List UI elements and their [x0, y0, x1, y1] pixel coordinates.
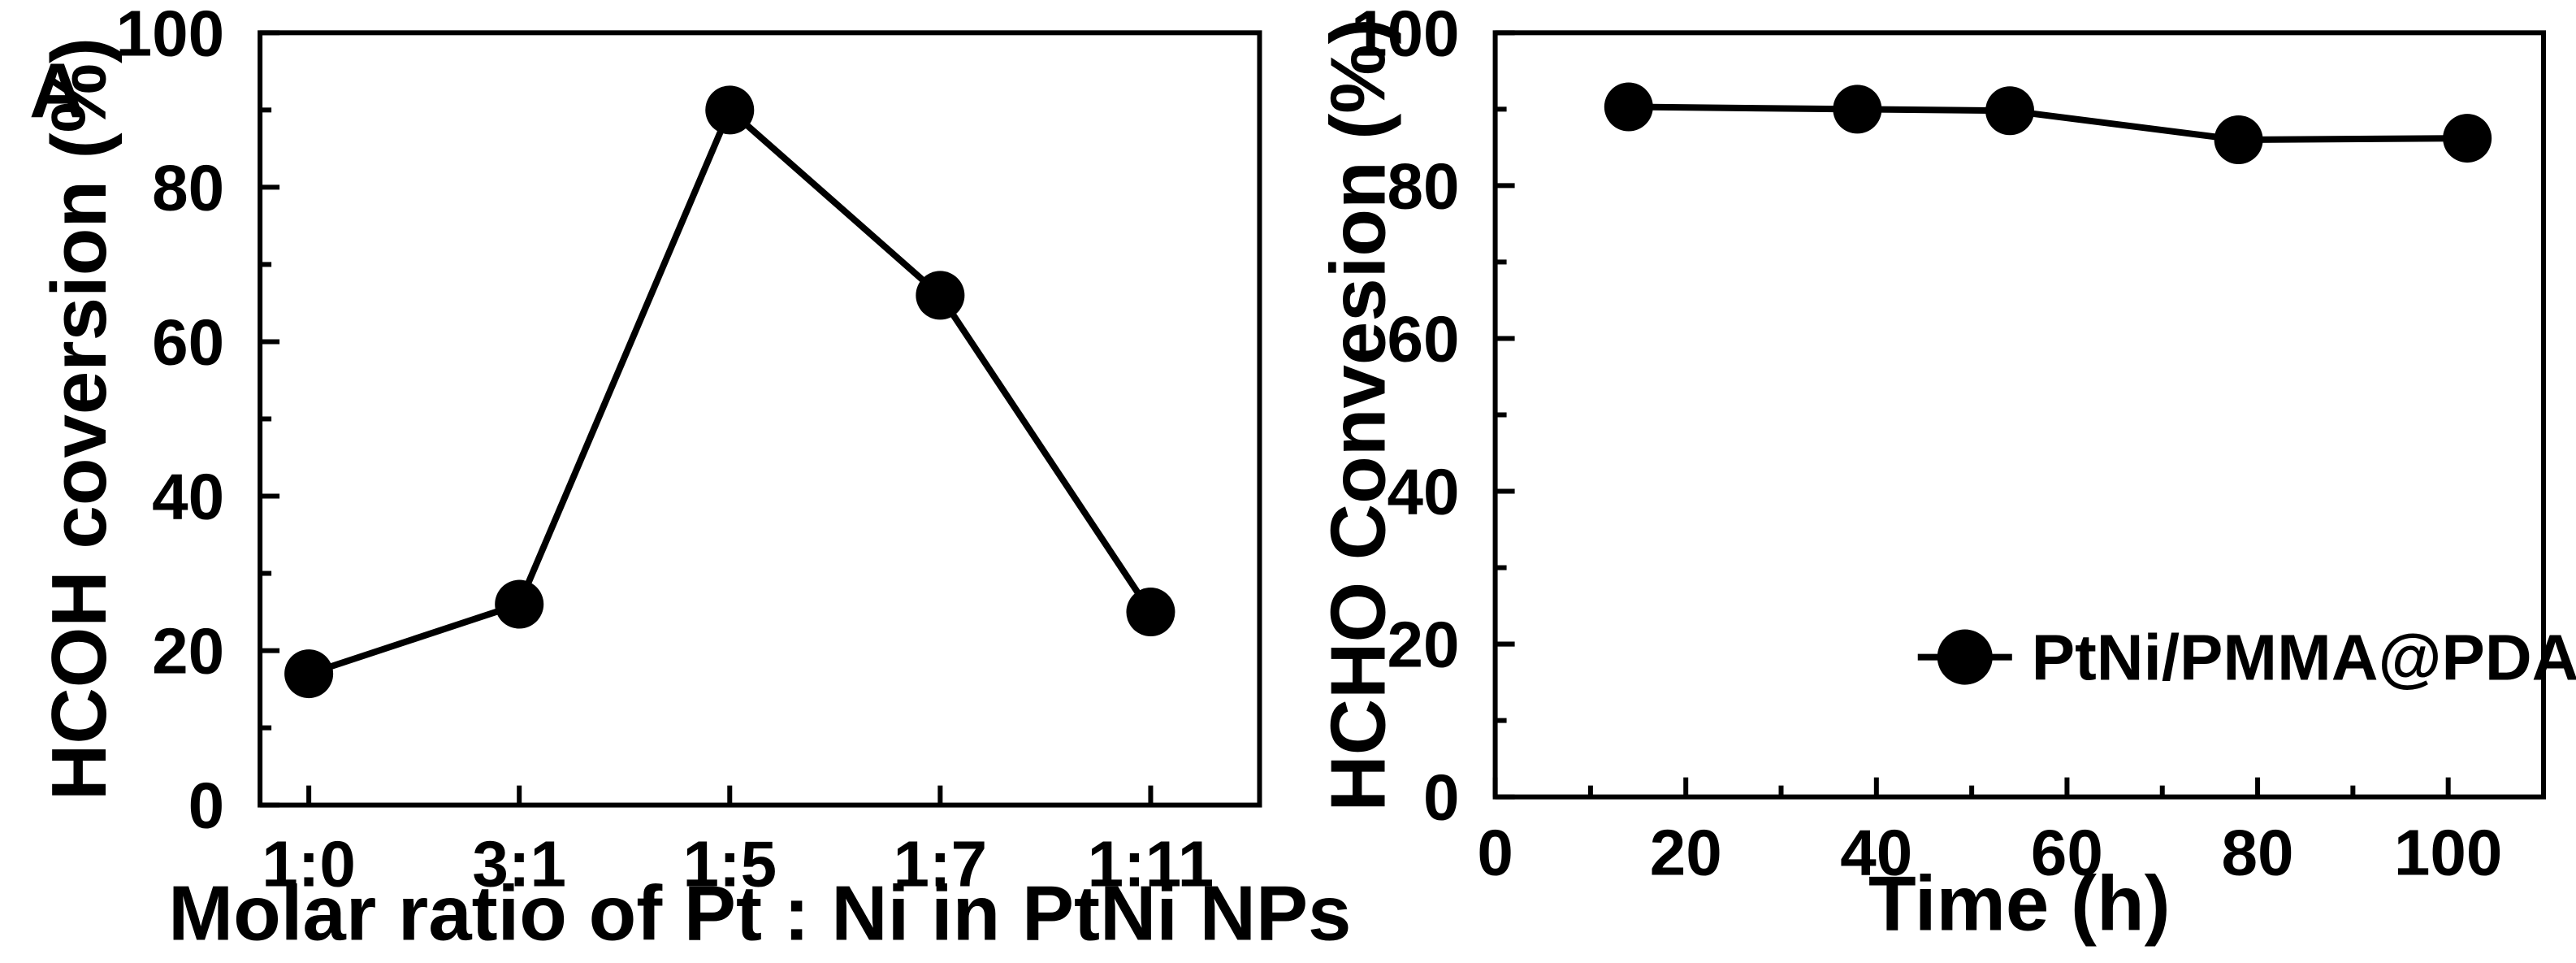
chart-a-x-axis-title: Molar ratio of Pt : Ni in PtNi NPs: [168, 870, 1351, 957]
data-point: [916, 271, 965, 320]
x-tick-label: 1:5: [682, 828, 777, 900]
chart-a-series-points: [284, 85, 1175, 699]
y-tick-label: 40: [152, 461, 224, 533]
x-tick-label: 20: [1650, 817, 1722, 889]
y-tick-label: 60: [152, 306, 224, 378]
data-point: [1833, 85, 1882, 134]
y-tick-label: 80: [152, 151, 224, 223]
x-tick-label: 100: [2394, 817, 2503, 889]
chart-b-y-axis: 0 20 40 60 80 100: [1351, 0, 1515, 834]
x-tick-label: 1:0: [262, 828, 356, 900]
chart-a-plot-frame: [258, 30, 1262, 808]
data-point: [1604, 82, 1653, 132]
chart-b-y-axis-title: HCHO Convesion (%): [1315, 18, 1402, 811]
chart-a-series-line: [307, 104, 1154, 677]
y-tick-label: 20: [152, 615, 224, 688]
chart-b-legend-marker: [1937, 629, 1993, 685]
data-point: [2214, 115, 2263, 164]
y-tick-label: 100: [1351, 0, 1460, 69]
chart-b-legend-label: PtNi/PMMA@PDA-1/10: [2032, 622, 2576, 694]
data-point: [284, 649, 334, 699]
y-tick-label: 60: [1388, 302, 1460, 375]
y-tick-label: 20: [1388, 609, 1460, 681]
y-tick-label: 40: [1388, 456, 1460, 528]
data-point: [1985, 86, 2035, 136]
panel-a-letter: A: [29, 47, 85, 134]
x-tick-label: 0: [1477, 817, 1513, 889]
data-point: [705, 85, 755, 135]
chart-a-y-axis-title: HCOH coversion (%): [36, 37, 123, 800]
chart-b-series-points: [1604, 82, 2492, 164]
chart-b-x-axis-title: Time (h): [1868, 861, 2171, 948]
chart-a-y-axis: 0 20 40 60 80 100: [116, 0, 280, 842]
series-line: [1628, 103, 2468, 143]
data-point: [1126, 588, 1175, 637]
x-tick-label: 1:11: [1088, 828, 1214, 900]
chart-b-legend: PtNi/PMMA@PDA-1/10: [1917, 622, 2576, 694]
chart-b-x-axis: 0 20 40 60 80 100: [1477, 777, 2503, 889]
series-line: [307, 104, 1154, 677]
chart-panel-a: A 0 20 40 60 80 100 1:0 3:1 1:5 1:7 1:11 Molar ra…: [29, 0, 1351, 957]
y-tick-label: 80: [1388, 150, 1460, 222]
x-tick-label: 60: [2031, 817, 2103, 889]
chart-a-x-axis: 1:0 3:1 1:5 1:7 1:11: [262, 785, 1214, 900]
data-point: [2443, 114, 2492, 163]
x-tick-label: 1:7: [894, 828, 988, 900]
data-point: [495, 579, 544, 629]
x-tick-label: 40: [1840, 817, 1912, 889]
x-tick-label: 80: [2222, 817, 2294, 889]
y-tick-label: 0: [188, 770, 225, 842]
chart-b-series-line: [1628, 103, 2468, 143]
y-tick-label: 0: [1423, 761, 1460, 834]
y-tick-label: 100: [116, 0, 225, 69]
x-tick-label: 3:1: [472, 828, 566, 900]
